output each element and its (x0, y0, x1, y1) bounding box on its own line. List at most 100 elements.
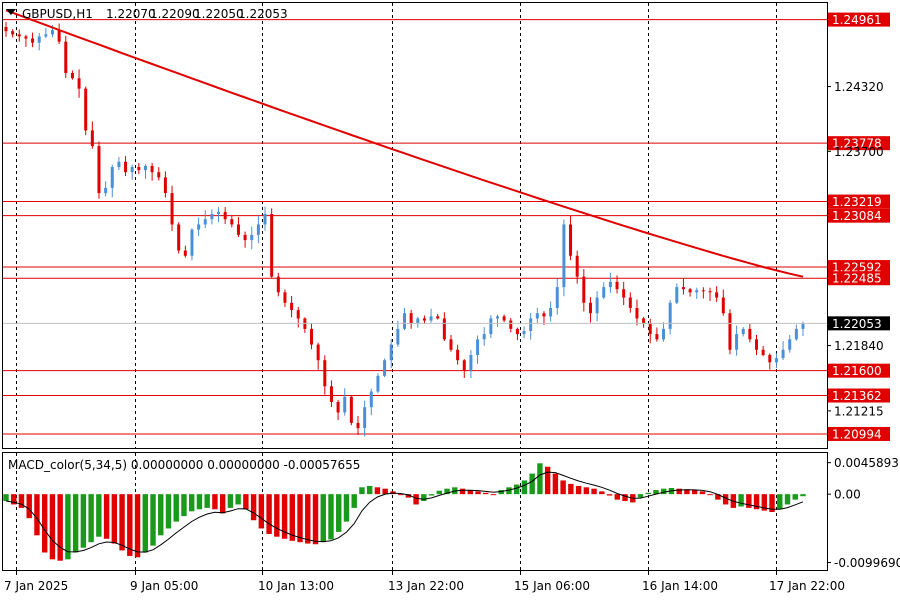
candle-body (495, 316, 499, 319)
macd-bar (281, 494, 288, 539)
candle-body (323, 360, 327, 387)
candle-body (124, 161, 128, 173)
macd-bar (266, 494, 272, 534)
current-price-tag (828, 316, 890, 331)
candle-body (542, 313, 546, 317)
candle-body (628, 297, 632, 308)
ohlc-open: 1.22070 (106, 7, 156, 21)
candle-body (721, 297, 725, 314)
candle-body (84, 88, 88, 131)
macd-bar (235, 494, 241, 505)
candle-body (230, 219, 234, 225)
candle-body (4, 27, 8, 32)
candle-body (442, 318, 446, 340)
price-tick-label: 1.21215 (834, 404, 884, 418)
macd-pane-frame (2, 452, 828, 571)
candle-body (104, 187, 108, 194)
macd-bar (142, 494, 148, 553)
macd-bar (382, 488, 388, 495)
candle-body (416, 318, 420, 324)
candle-body (456, 349, 460, 361)
macd-bar (552, 473, 559, 495)
macd-bar (312, 494, 319, 545)
dropdown-triangle-icon[interactable] (6, 9, 16, 15)
candle-body (143, 165, 147, 171)
candle-body (163, 177, 167, 194)
candle-body (529, 318, 533, 331)
macd-axis: 0.0045893 0.00 -0.0099690 (827, 456, 900, 570)
candle-body (449, 339, 453, 350)
candle-body (329, 386, 333, 402)
macd-bar (513, 484, 520, 495)
macd-bar (784, 494, 791, 505)
candle-body (170, 193, 174, 225)
price-tick-label: 1.21840 (834, 339, 884, 353)
candle-body (236, 224, 240, 235)
macd-bar (444, 488, 450, 495)
candle-body (223, 211, 227, 220)
candle-body (522, 330, 526, 335)
macd-bar (397, 494, 404, 496)
candle-body (11, 31, 15, 35)
macd-tick-label: 0.0045893 (834, 456, 899, 470)
candle-body (250, 234, 254, 241)
candle-body (675, 287, 679, 303)
candle-body (575, 255, 579, 277)
time-axis: 7 Jan 2025 9 Jan 05:00 10 Jan 13:00 13 Jan … (4, 571, 845, 593)
candle-body (389, 344, 393, 361)
macd-bar (436, 490, 443, 495)
macd-bar (529, 473, 535, 495)
macd-bar (506, 487, 512, 495)
symbol-name: GBPUSD,H1 (22, 7, 93, 21)
candle-body (555, 287, 559, 308)
level-price-tag (828, 194, 890, 209)
macd-bar (606, 494, 613, 496)
macd-tick-label: -0.0099690 (834, 556, 900, 570)
macd-bar (459, 488, 466, 495)
price-axis: 1.24320 1.23700 1.21840 1.21215 1.22053 (3, 80, 890, 418)
macd-bar (80, 494, 87, 548)
candle-body (774, 358, 778, 363)
candle-body (635, 307, 639, 319)
macd-bar (699, 491, 706, 495)
level-price-tag (828, 208, 890, 223)
time-tick-label: 17 Jan 22:00 (769, 579, 845, 593)
level-price-tag (828, 136, 890, 151)
candle-body (210, 213, 214, 220)
macd-bar (475, 491, 481, 495)
macd-bar (181, 494, 187, 517)
macd-bar (792, 494, 798, 500)
grid-lines (16, 3, 777, 571)
candle-body (376, 375, 380, 392)
macd-bar (746, 494, 752, 508)
macd-bar (421, 494, 427, 502)
macd-bar (3, 494, 9, 502)
ohlc-high: 1.22090 (150, 7, 200, 21)
candle-body (462, 360, 466, 371)
macd-bar (366, 485, 373, 495)
macd-bar (88, 494, 94, 543)
macd-bar (413, 494, 419, 505)
candle-body (436, 316, 440, 319)
candle-body (197, 224, 201, 230)
macd-bar (568, 483, 574, 495)
candle-body (349, 396, 353, 423)
macd-header: MACD_color(5,34,5) 0.00000000 0.00000000… (8, 458, 360, 472)
macd-signal-line (5, 471, 804, 553)
macd-bar (11, 494, 17, 505)
candle-body (429, 316, 433, 321)
macd-bar (777, 494, 783, 510)
candle-body (183, 250, 187, 256)
candle-body (695, 290, 699, 293)
level-price-tag (828, 271, 890, 286)
macd-bar (219, 494, 226, 514)
candle-body (310, 328, 314, 345)
time-tick-label: 15 Jan 06:00 (514, 579, 590, 593)
level-price-tag (828, 12, 890, 27)
candle-body (489, 318, 493, 335)
candle-body (77, 78, 81, 89)
macd-bar (274, 494, 280, 537)
macd-bar (614, 494, 620, 500)
